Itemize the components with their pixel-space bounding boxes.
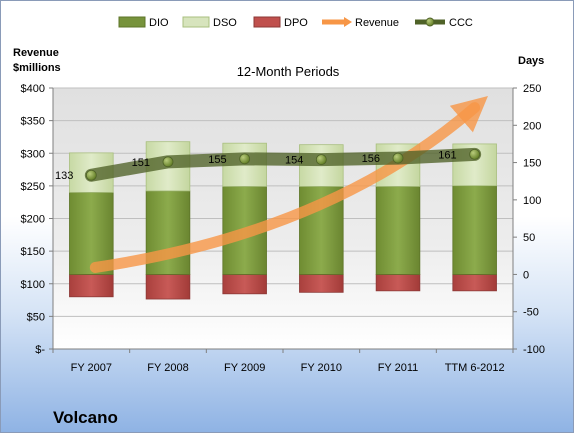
right-tick-label: 250 (523, 83, 541, 95)
ccc-data-label: 161 (438, 149, 456, 161)
dpo-bar (69, 274, 114, 298)
left-tick-label: $300 (21, 148, 45, 160)
dio-bar (452, 185, 497, 275)
right-tick-label: 0 (523, 269, 529, 281)
right-tick-label: 100 (523, 195, 541, 207)
right-axis-title: Days (518, 55, 544, 67)
legend-swatch-ccc-dot (425, 17, 435, 27)
left-tick-label: $150 (21, 246, 45, 258)
left-tick-label: $250 (21, 181, 45, 193)
legend-swatch-dso (182, 16, 210, 28)
dpo-bar (145, 274, 191, 300)
left-tick-label: $350 (21, 116, 45, 128)
dpo-bar (222, 274, 267, 295)
left-tick-label: $50 (27, 311, 45, 323)
right-tick-label: -50 (523, 307, 539, 319)
right-tick-label: -100 (523, 344, 545, 356)
ccc-data-label: 133 (55, 170, 73, 182)
dpo-bar (375, 274, 421, 292)
legend-label-dio: DIO (149, 17, 169, 29)
left-axis-title-line-2: $millions (13, 62, 61, 74)
legend-swatch-dio (118, 16, 146, 28)
x-tick-label: FY 2009 (224, 362, 265, 374)
ccc-point (239, 153, 251, 165)
right-tick-label: 50 (523, 232, 535, 244)
right-tick-label: 150 (523, 158, 541, 170)
legend-swatch-dpo (253, 16, 281, 28)
legend-label-dso: DSO (213, 17, 237, 29)
left-tick-label: $100 (21, 279, 45, 291)
right-tick-label: 200 (523, 120, 541, 132)
dpo-bar (299, 274, 344, 293)
company-name: Volcano (53, 408, 118, 427)
x-tick-label: FY 2011 (378, 362, 419, 374)
ccc-point (315, 154, 327, 165)
revenue-arrow (89, 96, 488, 273)
x-tick-label: FY 2007 (71, 362, 112, 374)
ccc-data-label: 154 (285, 155, 303, 167)
left-tick-label: $400 (21, 83, 45, 95)
ccc-point (162, 156, 174, 168)
ccc-point (392, 152, 404, 164)
revenue-trend (89, 96, 488, 273)
legend-label-dpo: DPO (284, 17, 308, 29)
dpo-bar (452, 274, 497, 292)
ccc-data-label: 155 (208, 154, 226, 166)
left-axis-title-line-1: Revenue (13, 47, 59, 59)
ccc-data-label: 156 (362, 153, 380, 165)
left-tick-label: $- (35, 344, 45, 356)
legend-label-revenue: Revenue (355, 17, 399, 29)
x-tick-label: FY 2010 (301, 362, 342, 374)
ccc-series: 133 151 155 154 156 161 (55, 147, 482, 182)
legend-swatch-revenue-head (344, 17, 352, 27)
axes: $- $50 $100 $150 $200 $250 $300 $350 $400 -100 -50… (21, 83, 546, 374)
ccc-line (84, 147, 482, 182)
x-tick-label: FY 2008 (147, 362, 188, 374)
dio-bar (375, 186, 421, 275)
ccc-point (85, 169, 97, 181)
ccc-data-label: 151 (132, 157, 150, 169)
legend-label-ccc: CCC (449, 17, 473, 29)
legend: DIO DSO DPO Revenue CCC (118, 16, 473, 29)
ccc-point (469, 148, 481, 160)
left-tick-label: $200 (21, 214, 45, 226)
x-tick-label: TTM 6-2012 (445, 362, 505, 374)
chart-subtitle: 12-Month Periods (237, 64, 340, 79)
